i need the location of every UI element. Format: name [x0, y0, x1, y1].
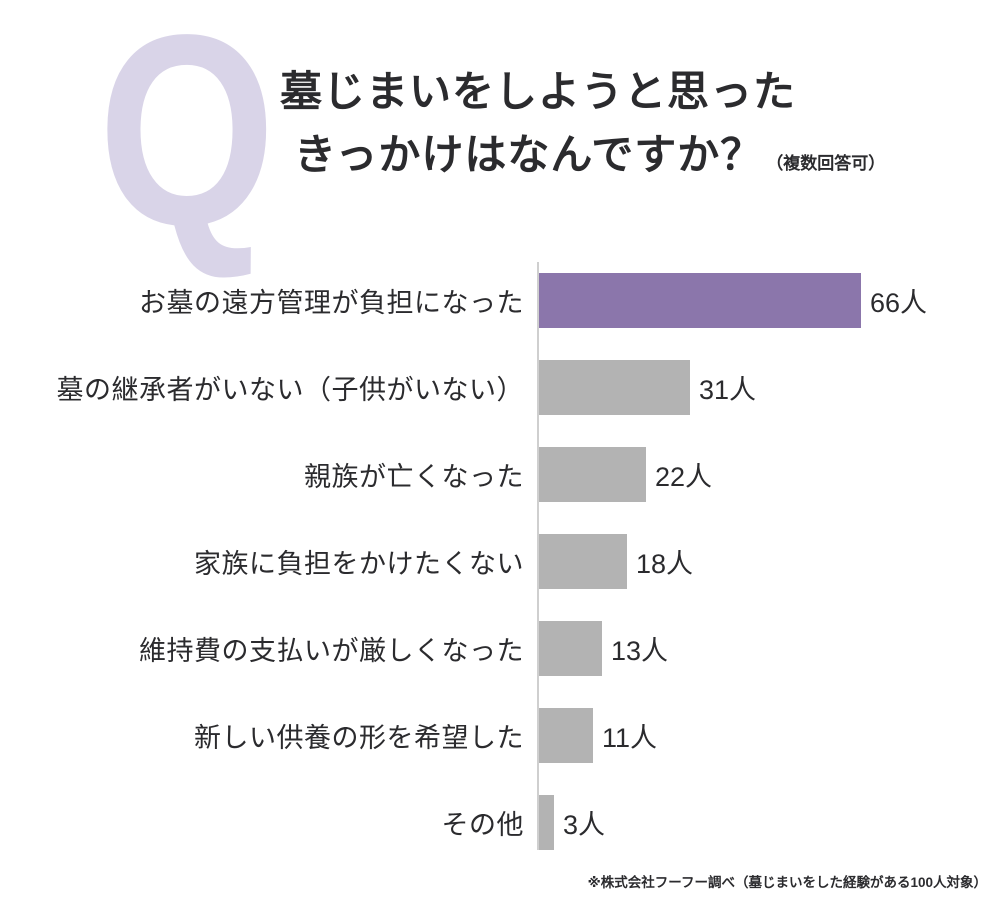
bar [539, 273, 861, 328]
multiple-answers-note: （複数回答可） [766, 154, 886, 173]
bar [539, 621, 602, 676]
bar [539, 447, 646, 502]
value-label: 66人 [870, 288, 928, 318]
bar [539, 708, 593, 763]
chart-row: 新しい供養の形を希望した 11人 [0, 692, 1003, 779]
value-label: 31人 [699, 375, 757, 405]
chart-row: 家族に負担をかけたくない 18人 [0, 518, 1003, 605]
value-label: 11人 [602, 723, 658, 753]
chart-row: 維持費の支払いが厳しくなった 13人 [0, 605, 1003, 692]
category-label: 墓の継承者がいない（子供がいない） [56, 375, 524, 405]
chart-axis-line [537, 262, 539, 850]
chart-row: 親族が亡くなった 22人 [0, 431, 1003, 518]
bar [539, 795, 554, 850]
bar-zone: 11人 [539, 708, 1003, 763]
category-label: 親族が亡くなった [304, 462, 524, 492]
category-label: 家族に負担をかけたくない [194, 549, 524, 579]
bar [539, 534, 627, 589]
bar-chart: お墓の遠方管理が負担になった 66人 墓の継承者がいない（子供がいない） 31人… [0, 257, 1003, 866]
bar-zone: 31人 [539, 360, 1003, 415]
q-letter-decoration: Q [98, 0, 276, 282]
bar-zone: 3人 [539, 795, 1003, 850]
bar-zone: 13人 [539, 621, 1003, 676]
category-label: 新しい供養の形を希望した [194, 723, 524, 753]
category-label: お墓の遠方管理が負担になった [139, 288, 524, 318]
value-label: 3人 [563, 810, 606, 840]
chart-row: その他 3人 [0, 779, 1003, 866]
value-label: 22人 [655, 462, 713, 492]
bar [539, 360, 690, 415]
source-footnote: ※株式会社フーフー調べ（墓じまいをした経験がある100人対象） [587, 875, 987, 890]
value-label: 13人 [611, 636, 669, 666]
question-title: 墓じまいをしようと思った きっかけはなんですか？ （複数回答可） [280, 60, 885, 195]
bar-zone: 22人 [539, 447, 1003, 502]
question-title-line2: きっかけはなんですか？ （複数回答可） [294, 123, 885, 195]
chart-row: お墓の遠方管理が負担になった 66人 [0, 257, 1003, 344]
chart-row: 墓の継承者がいない（子供がいない） 31人 [0, 344, 1003, 431]
question-title-line2-text: きっかけはなんですか？ [294, 131, 764, 178]
category-label: 維持費の支払いが厳しくなった [139, 636, 524, 666]
value-label: 18人 [636, 549, 694, 579]
category-label: その他 [441, 810, 524, 840]
bar-zone: 66人 [539, 273, 1003, 328]
bar-zone: 18人 [539, 534, 1003, 589]
question-title-line1: 墓じまいをしようと思った [280, 68, 797, 115]
